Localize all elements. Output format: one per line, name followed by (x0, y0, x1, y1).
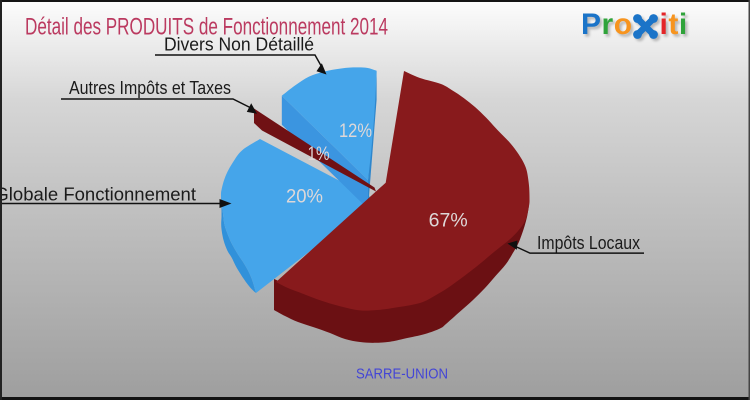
svg-text:SARRE-UNION: SARRE-UNION (356, 366, 448, 383)
svg-text:1%: 1% (308, 144, 330, 165)
svg-text:Dotation Globale Fonctionnemen: Dotation Globale Fonctionnement (0, 184, 196, 205)
svg-text:67%: 67% (429, 211, 468, 232)
svg-text:12%: 12% (339, 121, 372, 142)
svg-text:iti: iti (662, 10, 690, 43)
svg-text:Détail des PRODUITS de Fonctio: Détail des PRODUITS de Fonctionnement 20… (25, 14, 388, 41)
svg-text:20%: 20% (286, 186, 323, 207)
svg-text:Pro: Pro (581, 8, 633, 41)
svg-text:iti: iti (660, 8, 688, 41)
svg-text:Impôts Locaux: Impôts Locaux (537, 232, 641, 253)
svg-text:Autres Impôts et Taxes: Autres Impôts et Taxes (69, 77, 231, 98)
svg-text:Pro: Pro (583, 10, 635, 43)
svg-text:Divers Non Détaillé: Divers Non Détaillé (164, 34, 314, 55)
